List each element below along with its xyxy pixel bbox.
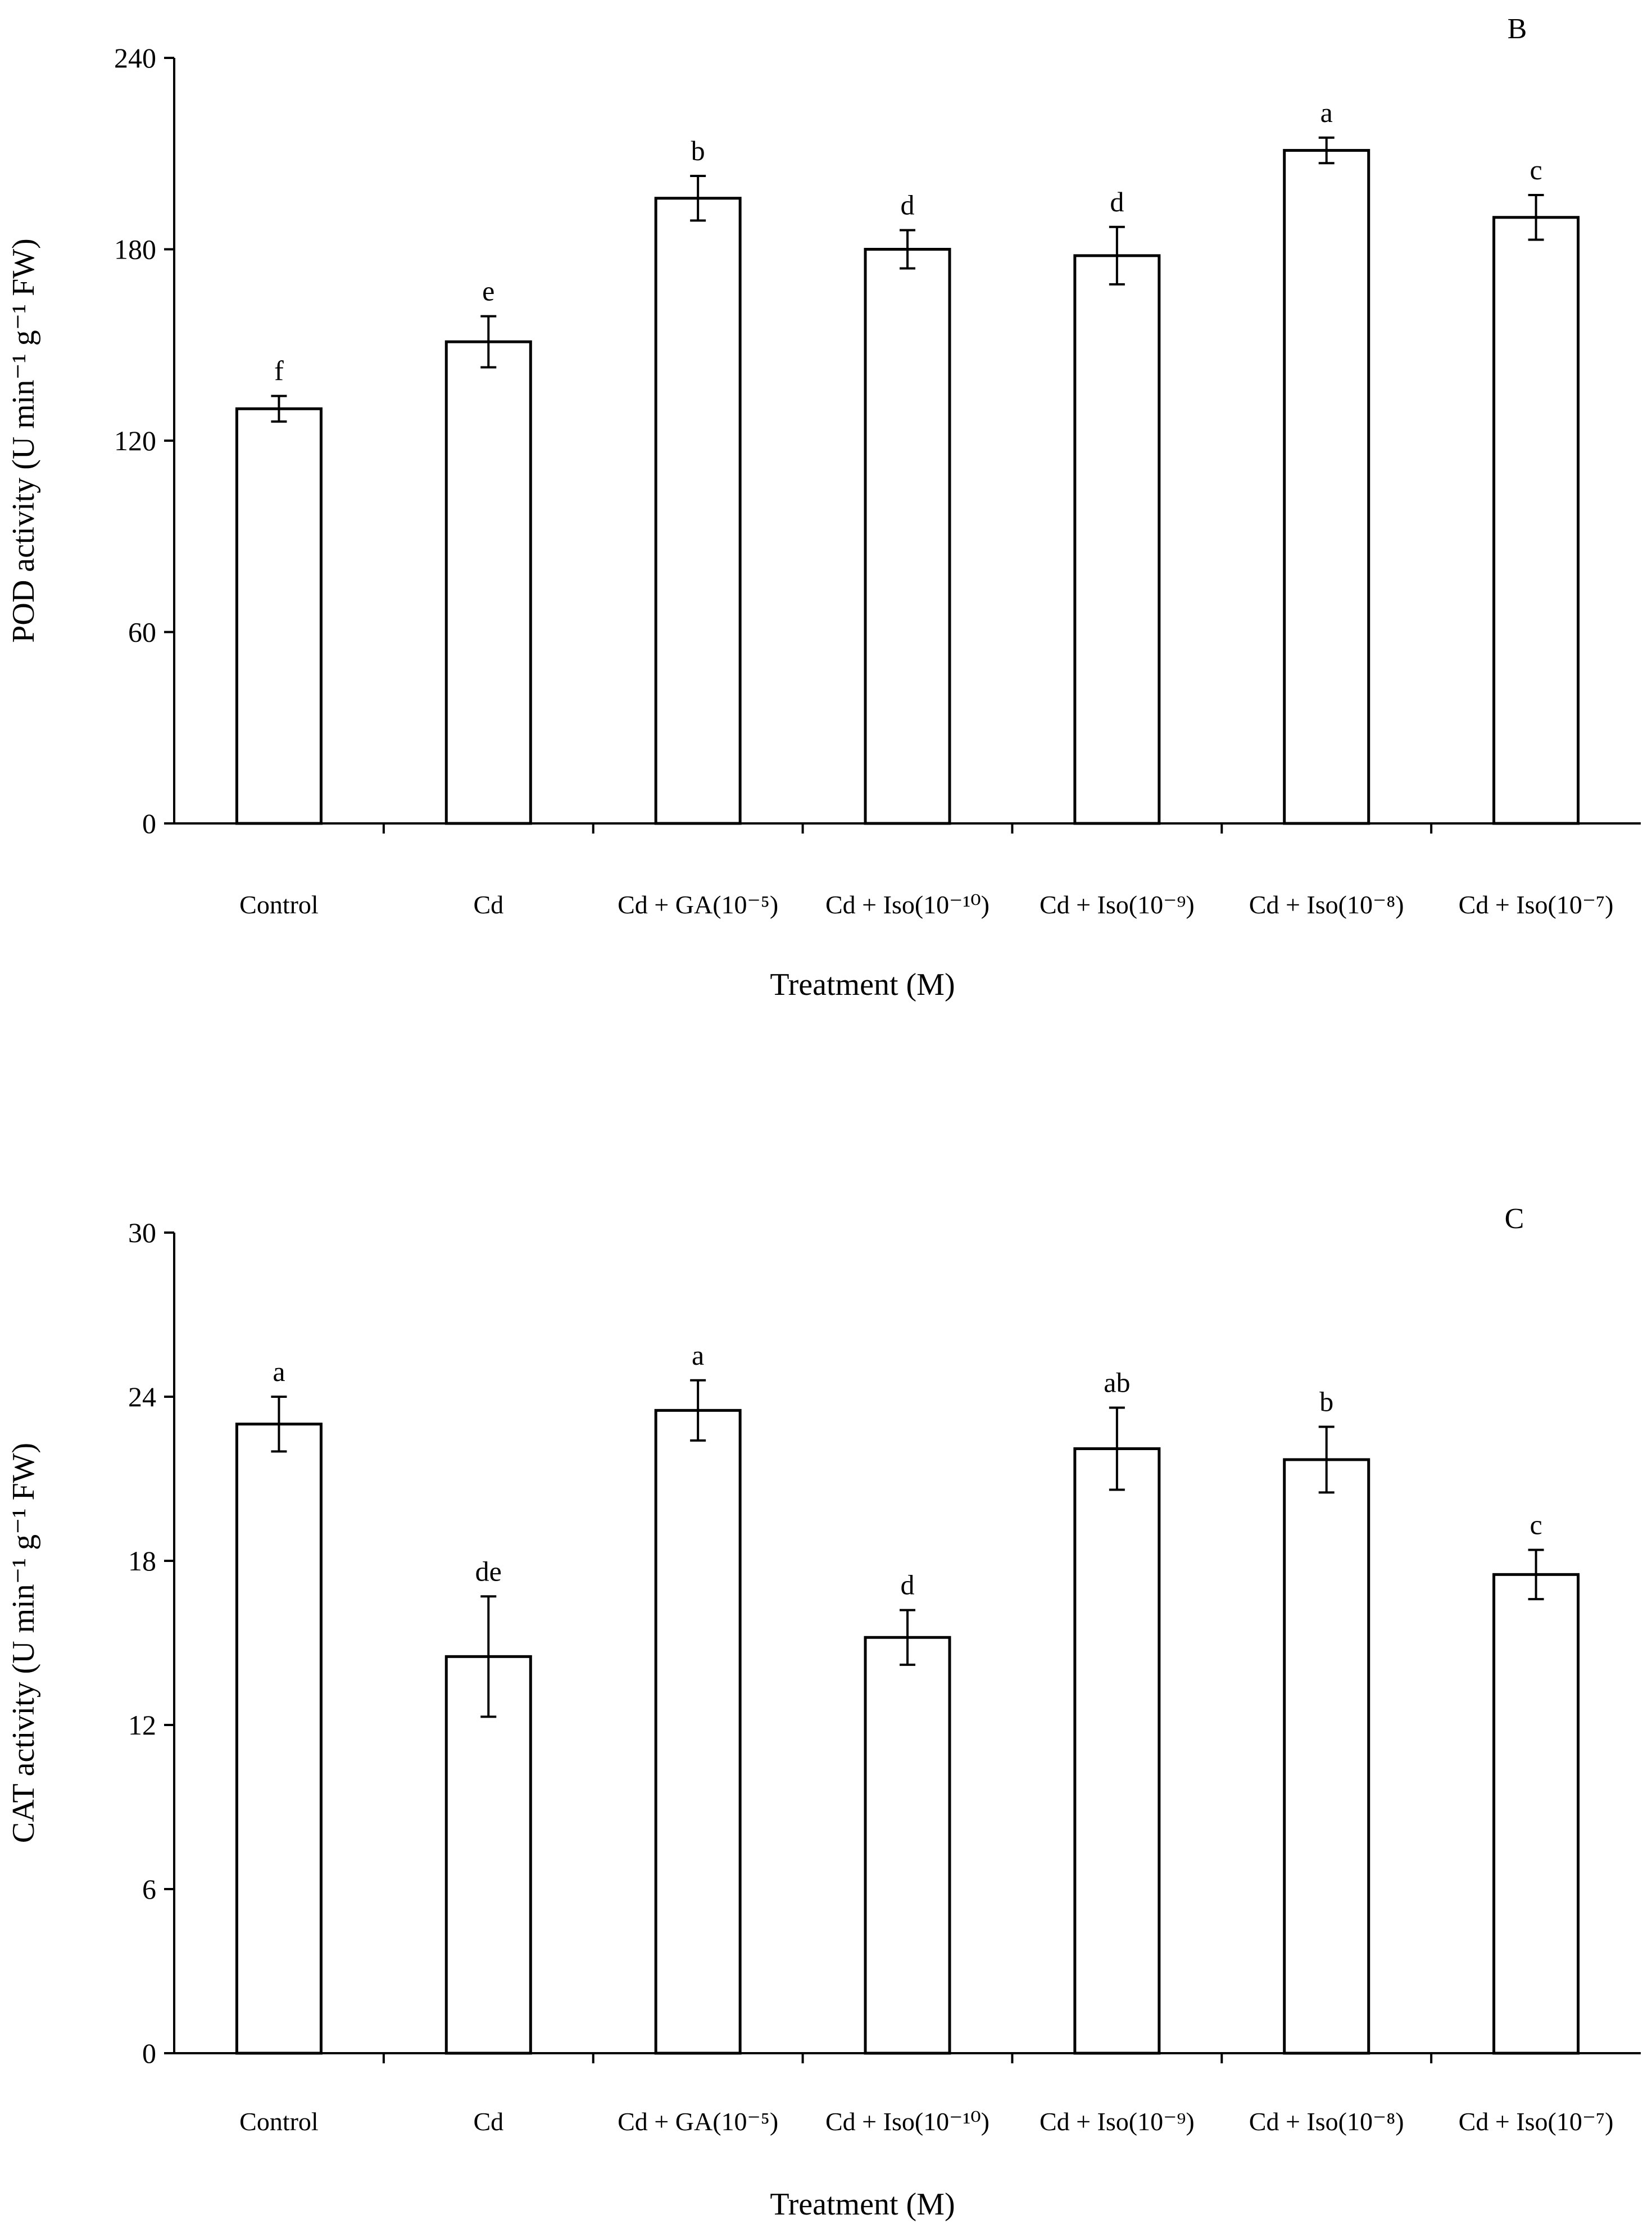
y-tick-label: 12 — [128, 1709, 156, 1741]
chart-panel-b: 0 60 120 180 240 f Control e Cd b Cd + GA(10⁻⁵) d Cd… — [6, 13, 1641, 1002]
bar — [1283, 1458, 1370, 2055]
category-label: Cd + Iso(10⁻⁸) — [1249, 890, 1404, 919]
bar — [1492, 1573, 1580, 2055]
bar — [1492, 216, 1580, 825]
significance-label: e — [482, 275, 494, 307]
y-tick-label: 0 — [142, 808, 156, 839]
chart-panel-c: 0 6 12 18 24 30 a Control de Cd a Cd + GA(10⁻⁵) d Cd … — [6, 1203, 1641, 2222]
bar — [235, 1423, 323, 2055]
category-label: Cd + Iso(10⁻⁹) — [1040, 2107, 1195, 2136]
bar — [654, 1409, 742, 2055]
category-label: Cd + Iso(10⁻⁸) — [1249, 2107, 1404, 2136]
category-label: Cd — [473, 890, 503, 919]
significance-label: b — [1319, 1386, 1333, 1418]
significance-label: a — [273, 1356, 285, 1387]
y-tick-label: 6 — [142, 1873, 156, 1905]
significance-label: d — [901, 1569, 915, 1601]
x-axis-title: Treatment (M) — [770, 967, 955, 1002]
significance-label: c — [1530, 154, 1542, 185]
panel-label: B — [1508, 13, 1527, 45]
y-axis-title: POD activity (U min⁻¹ g⁻¹ FW) — [6, 238, 41, 643]
y-tick-label: 240 — [114, 42, 156, 74]
category-label: Cd + Iso(10⁻⁷) — [1459, 890, 1614, 919]
x-axis-title: Treatment (M) — [770, 2187, 955, 2222]
significance-label: a — [692, 1339, 704, 1371]
y-tick-label: 30 — [128, 1217, 156, 1248]
significance-label: de — [475, 1555, 502, 1587]
y-tick-label: 0 — [142, 2037, 156, 2069]
category-label: Cd + Iso(10⁻¹⁰) — [825, 890, 990, 919]
significance-label: a — [1320, 97, 1333, 128]
y-tick-label: 18 — [128, 1545, 156, 1577]
panel-label: C — [1505, 1203, 1524, 1235]
category-label: Cd + GA(10⁻⁵) — [618, 2107, 778, 2136]
significance-label: f — [274, 355, 284, 387]
category-label: Control — [239, 890, 319, 919]
bar — [1283, 149, 1370, 825]
category-label: Cd — [473, 2107, 503, 2136]
significance-label: d — [1110, 186, 1124, 218]
category-label: Cd + Iso(10⁻⁹) — [1040, 890, 1195, 919]
category-label: Control — [239, 2107, 319, 2136]
bar — [444, 1655, 532, 2055]
significance-label: b — [691, 135, 705, 166]
y-tick-label: 180 — [114, 234, 156, 265]
bar — [864, 1636, 951, 2055]
bar — [1073, 254, 1161, 825]
category-label: Cd + Iso(10⁻¹⁰) — [825, 2107, 990, 2136]
category-label: Cd + Iso(10⁻⁷) — [1459, 2107, 1614, 2136]
y-axis-title: CAT activity (U min⁻¹ g⁻¹ FW) — [6, 1443, 41, 1843]
bar — [654, 197, 742, 825]
category-label: Cd + GA(10⁻⁵) — [618, 890, 778, 919]
y-tick-label: 60 — [128, 617, 156, 648]
bar — [444, 340, 532, 825]
significance-label: ab — [1104, 1366, 1130, 1398]
bar — [1073, 1447, 1161, 2055]
y-tick-label: 24 — [128, 1381, 156, 1412]
significance-label: d — [901, 189, 915, 220]
significance-label: c — [1530, 1509, 1542, 1541]
y-tick-label: 120 — [114, 425, 156, 456]
bar — [864, 248, 951, 825]
bar — [235, 407, 323, 825]
